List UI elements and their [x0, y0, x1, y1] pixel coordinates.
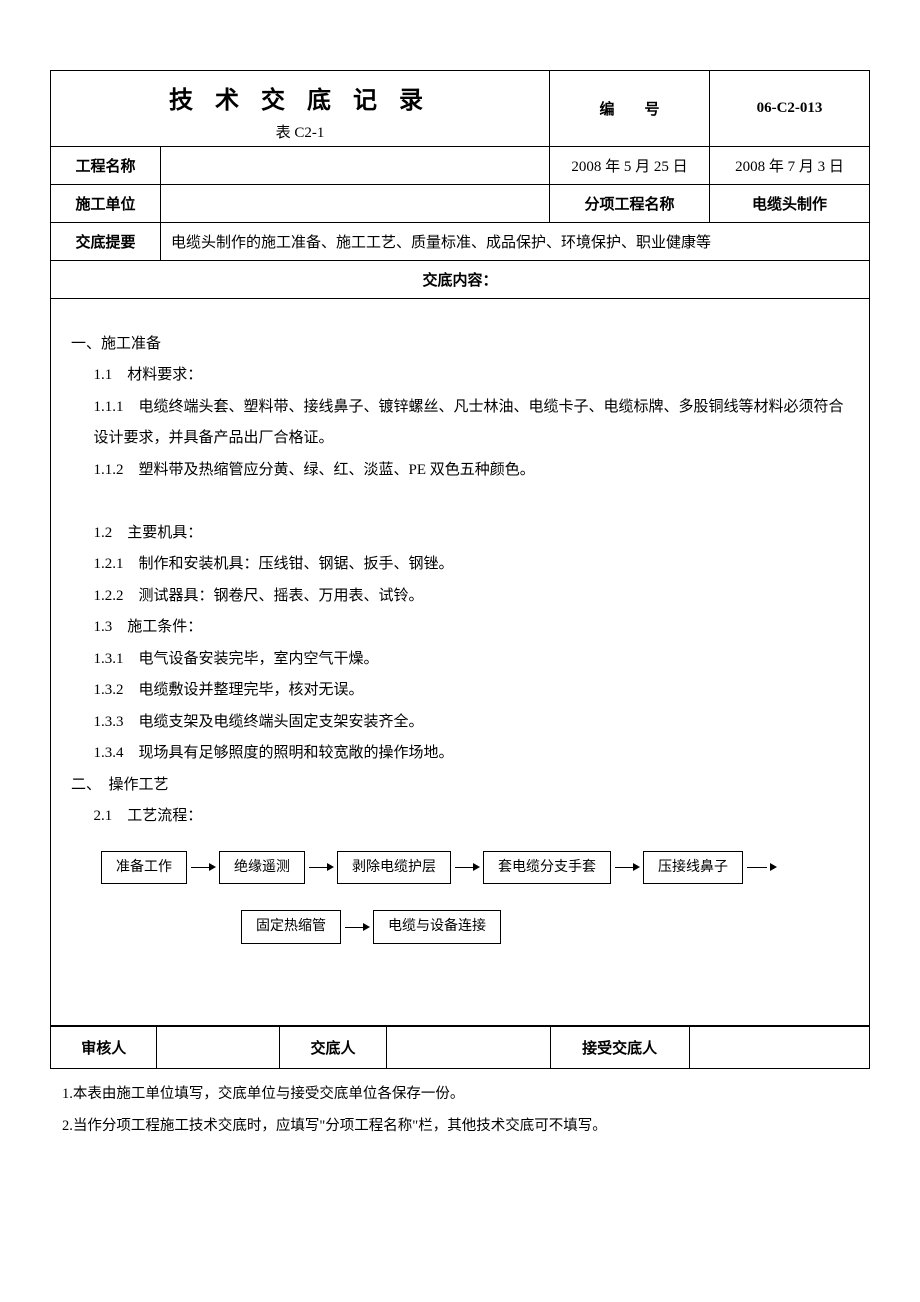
construction-unit-value	[161, 184, 550, 222]
page: 技 术 交 底 记 录 表 C2-1 编 号 06-C2-013 工程名称 20…	[50, 70, 870, 1143]
arrow-icon	[187, 867, 219, 868]
project-name-value	[161, 146, 550, 184]
p-1-2: 1.2 主要机具：	[71, 518, 849, 550]
p-1-3: 1.3 施工条件：	[71, 612, 849, 644]
code-label: 编 号	[550, 71, 710, 147]
subproject-value: 电缆头制作	[710, 184, 870, 222]
reviewer-label: 审核人	[51, 1027, 157, 1069]
summary-label: 交底提要	[51, 222, 161, 260]
reviewer-value	[157, 1027, 280, 1069]
p-1-3-1: 1.3.1 电气设备安装完毕，室内空气干燥。	[71, 644, 849, 676]
flow-box-2: 绝缘遥测	[219, 851, 305, 885]
flow-box-6: 固定热缩管	[241, 910, 341, 944]
date-2: 2008 年 7 月 3 日	[710, 146, 870, 184]
p-1-3-4: 1.3.4 现场具有足够照度的照明和较宽敞的操作场地。	[71, 738, 849, 770]
header-table: 技 术 交 底 记 录 表 C2-1 编 号 06-C2-013 工程名称 20…	[50, 70, 870, 299]
disclosed-by-label: 交底人	[280, 1027, 386, 1069]
arrow-icon	[611, 867, 643, 868]
flow-box-3: 剥除电缆护层	[337, 851, 451, 885]
summary-value: 电缆头制作的施工准备、施工工艺、质量标准、成品保护、环境保护、职业健康等	[161, 222, 870, 260]
section-1-title: 一、施工准备	[71, 329, 849, 361]
p-2-1: 2.1 工艺流程：	[71, 801, 849, 833]
content-label: 交底内容：	[51, 260, 870, 298]
flow-row-2: 固定热缩管 电缆与设备连接	[241, 910, 849, 944]
subproject-label: 分项工程名称	[550, 184, 710, 222]
p-1-1: 1.1 材料要求：	[71, 360, 849, 392]
receiver-label: 接受交底人	[550, 1027, 689, 1069]
flowchart: 准备工作 绝缘遥测 剥除电缆护层 套电缆分支手套 压接线鼻子 固定热缩管 电缆与…	[71, 851, 849, 944]
doc-title: 技 术 交 底 记 录	[169, 88, 431, 114]
p-1-2-1: 1.2.1 制作和安装机具：压线钳、钢锯、扳手、钢锉。	[71, 549, 849, 581]
receiver-value	[689, 1027, 869, 1069]
disclosed-by-value	[386, 1027, 550, 1069]
p-1-3-3: 1.3.3 电缆支架及电缆终端头固定支架安装齐全。	[71, 707, 849, 739]
arrow-icon	[341, 926, 373, 927]
doc-subtitle: 表 C2-1	[51, 123, 549, 144]
p-1-1-2: 1.1.2 塑料带及热缩管应分黄、绿、红、淡蓝、PE 双色五种颜色。	[71, 455, 849, 487]
p-1-2-2: 1.2.2 测试器具：钢卷尺、摇表、万用表、试铃。	[71, 581, 849, 613]
project-name-label: 工程名称	[51, 146, 161, 184]
p-1-1-1: 1.1.1 电缆终端头套、塑料带、接线鼻子、镀锌螺丝、凡士林油、电缆卡子、电缆标…	[71, 392, 849, 455]
p-1-3-2: 1.3.2 电缆敷设并整理完毕，核对无误。	[71, 675, 849, 707]
flow-box-5: 压接线鼻子	[643, 851, 743, 885]
code-value: 06-C2-013	[710, 71, 870, 147]
date-1: 2008 年 5 月 25 日	[550, 146, 710, 184]
arrow-icon	[451, 867, 483, 868]
flow-row-1: 准备工作 绝缘遥测 剥除电缆护层 套电缆分支手套 压接线鼻子	[101, 851, 849, 885]
note-1: 1.本表由施工单位填写，交底单位与接受交底单位各保存一份。	[62, 1079, 870, 1111]
footnotes: 1.本表由施工单位填写，交底单位与接受交底单位各保存一份。 2.当作分项工程施工…	[50, 1079, 870, 1143]
arrow-icon	[743, 867, 775, 868]
note-2: 2.当作分项工程施工技术交底时，应填写"分项工程名称"栏，其他技术交底可不填写。	[62, 1111, 870, 1143]
flow-box-1: 准备工作	[101, 851, 187, 885]
footer-table: 审核人 交底人 接受交底人	[50, 1026, 870, 1069]
section-2-title: 二、 操作工艺	[71, 770, 849, 802]
flow-box-7: 电缆与设备连接	[373, 910, 501, 944]
construction-unit-label: 施工单位	[51, 184, 161, 222]
flow-box-4: 套电缆分支手套	[483, 851, 611, 885]
arrow-icon	[305, 867, 337, 868]
content-body: 一、施工准备 1.1 材料要求： 1.1.1 电缆终端头套、塑料带、接线鼻子、镀…	[50, 299, 870, 1027]
doc-title-cell: 技 术 交 底 记 录 表 C2-1	[51, 71, 550, 147]
